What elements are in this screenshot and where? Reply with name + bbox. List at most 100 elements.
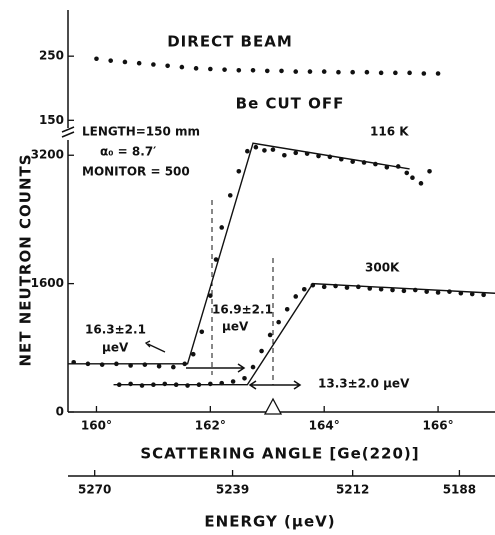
data-point — [190, 351, 196, 357]
y-tick-label: 3200 — [31, 148, 64, 162]
data-point — [421, 71, 427, 76]
data-point — [481, 292, 486, 298]
y-tick-label: 1600 — [31, 276, 64, 290]
data-point — [418, 181, 424, 186]
data-point — [310, 282, 316, 288]
annotation: MONITOR = 500 — [82, 165, 190, 179]
arrow — [248, 380, 302, 390]
y2-tick-label: 150 — [39, 113, 64, 127]
data-point — [435, 290, 441, 295]
data-point — [293, 150, 299, 156]
data-point — [71, 359, 76, 365]
annotation: μeV — [222, 320, 249, 334]
data-point — [336, 69, 341, 75]
data-point — [259, 348, 264, 354]
data-point — [344, 285, 350, 290]
x2-tick-label: 5270 — [78, 483, 111, 497]
data-point — [276, 319, 281, 325]
data-point — [393, 70, 398, 76]
data-point — [378, 70, 384, 76]
annotation: 13.3±2.0 μeV — [318, 377, 410, 391]
data-point — [253, 144, 259, 150]
data-point — [219, 380, 225, 386]
data-point — [410, 175, 415, 181]
data-point — [222, 67, 227, 72]
data-point — [142, 362, 148, 367]
axis-break — [61, 126, 75, 133]
data-point — [395, 164, 401, 169]
data-point — [321, 284, 327, 290]
data-point — [230, 379, 236, 384]
annotation: LENGTH=150 mm — [82, 125, 200, 139]
data-point — [116, 382, 122, 388]
data-point — [227, 193, 233, 198]
data-point — [182, 361, 188, 367]
data-point — [469, 291, 475, 297]
data-point — [264, 68, 270, 74]
data-point — [293, 69, 299, 74]
data-point — [193, 66, 199, 71]
data-point — [219, 225, 225, 230]
x2-tick-label: 5188 — [443, 483, 476, 497]
data-point — [350, 69, 355, 75]
data-point — [151, 382, 156, 388]
data-point — [242, 376, 247, 381]
marker-triangle — [263, 397, 283, 415]
data-point — [156, 363, 162, 369]
data-point — [356, 284, 361, 290]
data-point — [384, 164, 390, 170]
annotation: α₀ = 8.7′ — [100, 145, 156, 159]
data-point — [364, 69, 370, 75]
series-label: 116 K — [370, 125, 409, 139]
data-point — [401, 288, 407, 294]
data-point — [173, 382, 179, 388]
data-point — [301, 286, 307, 292]
data-point — [139, 383, 145, 388]
data-point — [108, 58, 113, 63]
data-point — [458, 290, 464, 296]
data-point — [316, 153, 321, 159]
data-point — [185, 383, 190, 388]
data-point — [282, 152, 287, 158]
data-point — [128, 363, 133, 368]
x-tick-label: 162° — [195, 419, 226, 433]
axis-break — [61, 131, 75, 138]
data-point — [378, 286, 384, 292]
data-point — [165, 63, 170, 69]
data-point — [122, 59, 128, 65]
data-point — [196, 382, 202, 388]
data-point — [307, 69, 313, 74]
arrow — [186, 363, 246, 373]
data-point — [236, 168, 242, 174]
data-point — [412, 287, 418, 293]
data-point — [114, 361, 119, 367]
data-point — [250, 364, 256, 370]
data-point — [208, 66, 213, 72]
data-point — [404, 170, 410, 176]
x2-tick-label: 5239 — [216, 483, 249, 497]
data-point — [179, 64, 185, 70]
x-tick-label: 164° — [309, 419, 340, 433]
data-point — [321, 69, 327, 74]
y-tick-label: 0 — [56, 405, 64, 419]
x-tick-label: 160° — [81, 419, 112, 433]
data-point — [435, 71, 441, 76]
data-point — [293, 294, 299, 299]
annotation: μeV — [102, 341, 129, 355]
data-point — [199, 329, 205, 335]
y2-tick-label: 250 — [39, 49, 64, 63]
data-point — [245, 148, 250, 154]
data-point — [333, 283, 338, 289]
data-point — [390, 287, 395, 293]
data-point — [304, 151, 310, 156]
data-point — [338, 156, 344, 162]
data-point — [85, 361, 91, 367]
x2-tick-label: 5212 — [336, 483, 369, 497]
data-point — [99, 362, 105, 367]
data-point — [94, 56, 99, 62]
data-point — [262, 148, 267, 153]
data-point — [236, 67, 242, 73]
data-point — [151, 62, 156, 67]
annotation: Be CUT OFF — [236, 95, 345, 113]
data-point — [350, 159, 355, 164]
